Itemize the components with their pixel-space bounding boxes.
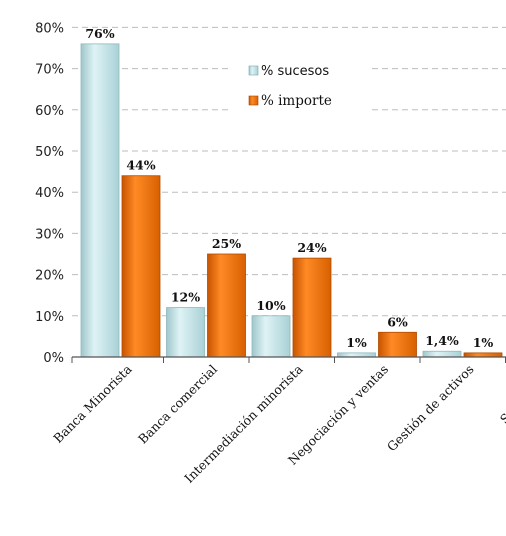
bars xyxy=(80,43,503,358)
y-tick-label: 60% xyxy=(35,104,64,119)
data-label: 12% xyxy=(171,290,200,305)
data-label: 25% xyxy=(212,236,241,251)
legend-label-sucesos: % sucesos xyxy=(261,64,329,79)
data-label: 1,4% xyxy=(425,333,459,348)
data-label: 44% xyxy=(126,158,155,173)
category-label: Banca Minorista xyxy=(50,361,135,446)
legend-label-importe: % importe xyxy=(261,93,332,109)
data-label: 76% xyxy=(85,26,114,41)
data-label: 1% xyxy=(473,335,494,350)
bar-importe xyxy=(463,352,503,358)
category-label: Servicios de xyxy=(497,362,506,427)
data-label: 1% xyxy=(346,335,367,350)
y-tick-label: 50% xyxy=(35,145,64,160)
bar-importe xyxy=(292,257,332,358)
data-label: 24% xyxy=(297,240,326,255)
category-label: Banca comercial xyxy=(135,362,220,447)
bar-sucesos xyxy=(80,43,120,358)
bar-sucesos xyxy=(422,350,462,358)
y-tick-label: 40% xyxy=(35,186,64,201)
data-label: 6% xyxy=(387,314,408,329)
bar-importe xyxy=(207,253,246,358)
y-tick-label: 30% xyxy=(35,227,64,242)
y-tick-label: 20% xyxy=(35,269,64,284)
y-axis: 0% 10% 20% 30% 40% 50% 60% 70% 80% xyxy=(35,21,64,366)
bar-sucesos xyxy=(251,315,291,358)
legend: % sucesos % importe xyxy=(229,56,369,114)
y-tick-label: 0% xyxy=(43,351,64,366)
y-tick-label: 80% xyxy=(35,21,64,36)
bar-importe xyxy=(378,331,417,358)
y-tick-label: 70% xyxy=(35,63,64,78)
category-label: Negociación y ventas xyxy=(285,362,391,468)
category-label: Gestión de activos xyxy=(384,362,477,455)
data-labels: 76%44%12%25%10%24%1%6%1,4%1%1% xyxy=(85,26,494,350)
legend-swatch-sucesos xyxy=(248,65,259,76)
bar-importe xyxy=(121,175,161,358)
y-tick-label: 10% xyxy=(35,310,64,325)
bar-sucesos xyxy=(166,307,205,358)
data-label: 10% xyxy=(256,298,285,313)
bar-sucesos xyxy=(337,352,376,358)
x-axis xyxy=(71,356,506,363)
legend-swatch-importe xyxy=(248,95,259,106)
category-labels: Banca Minorista Banca comercialIntermedia… xyxy=(50,361,506,486)
